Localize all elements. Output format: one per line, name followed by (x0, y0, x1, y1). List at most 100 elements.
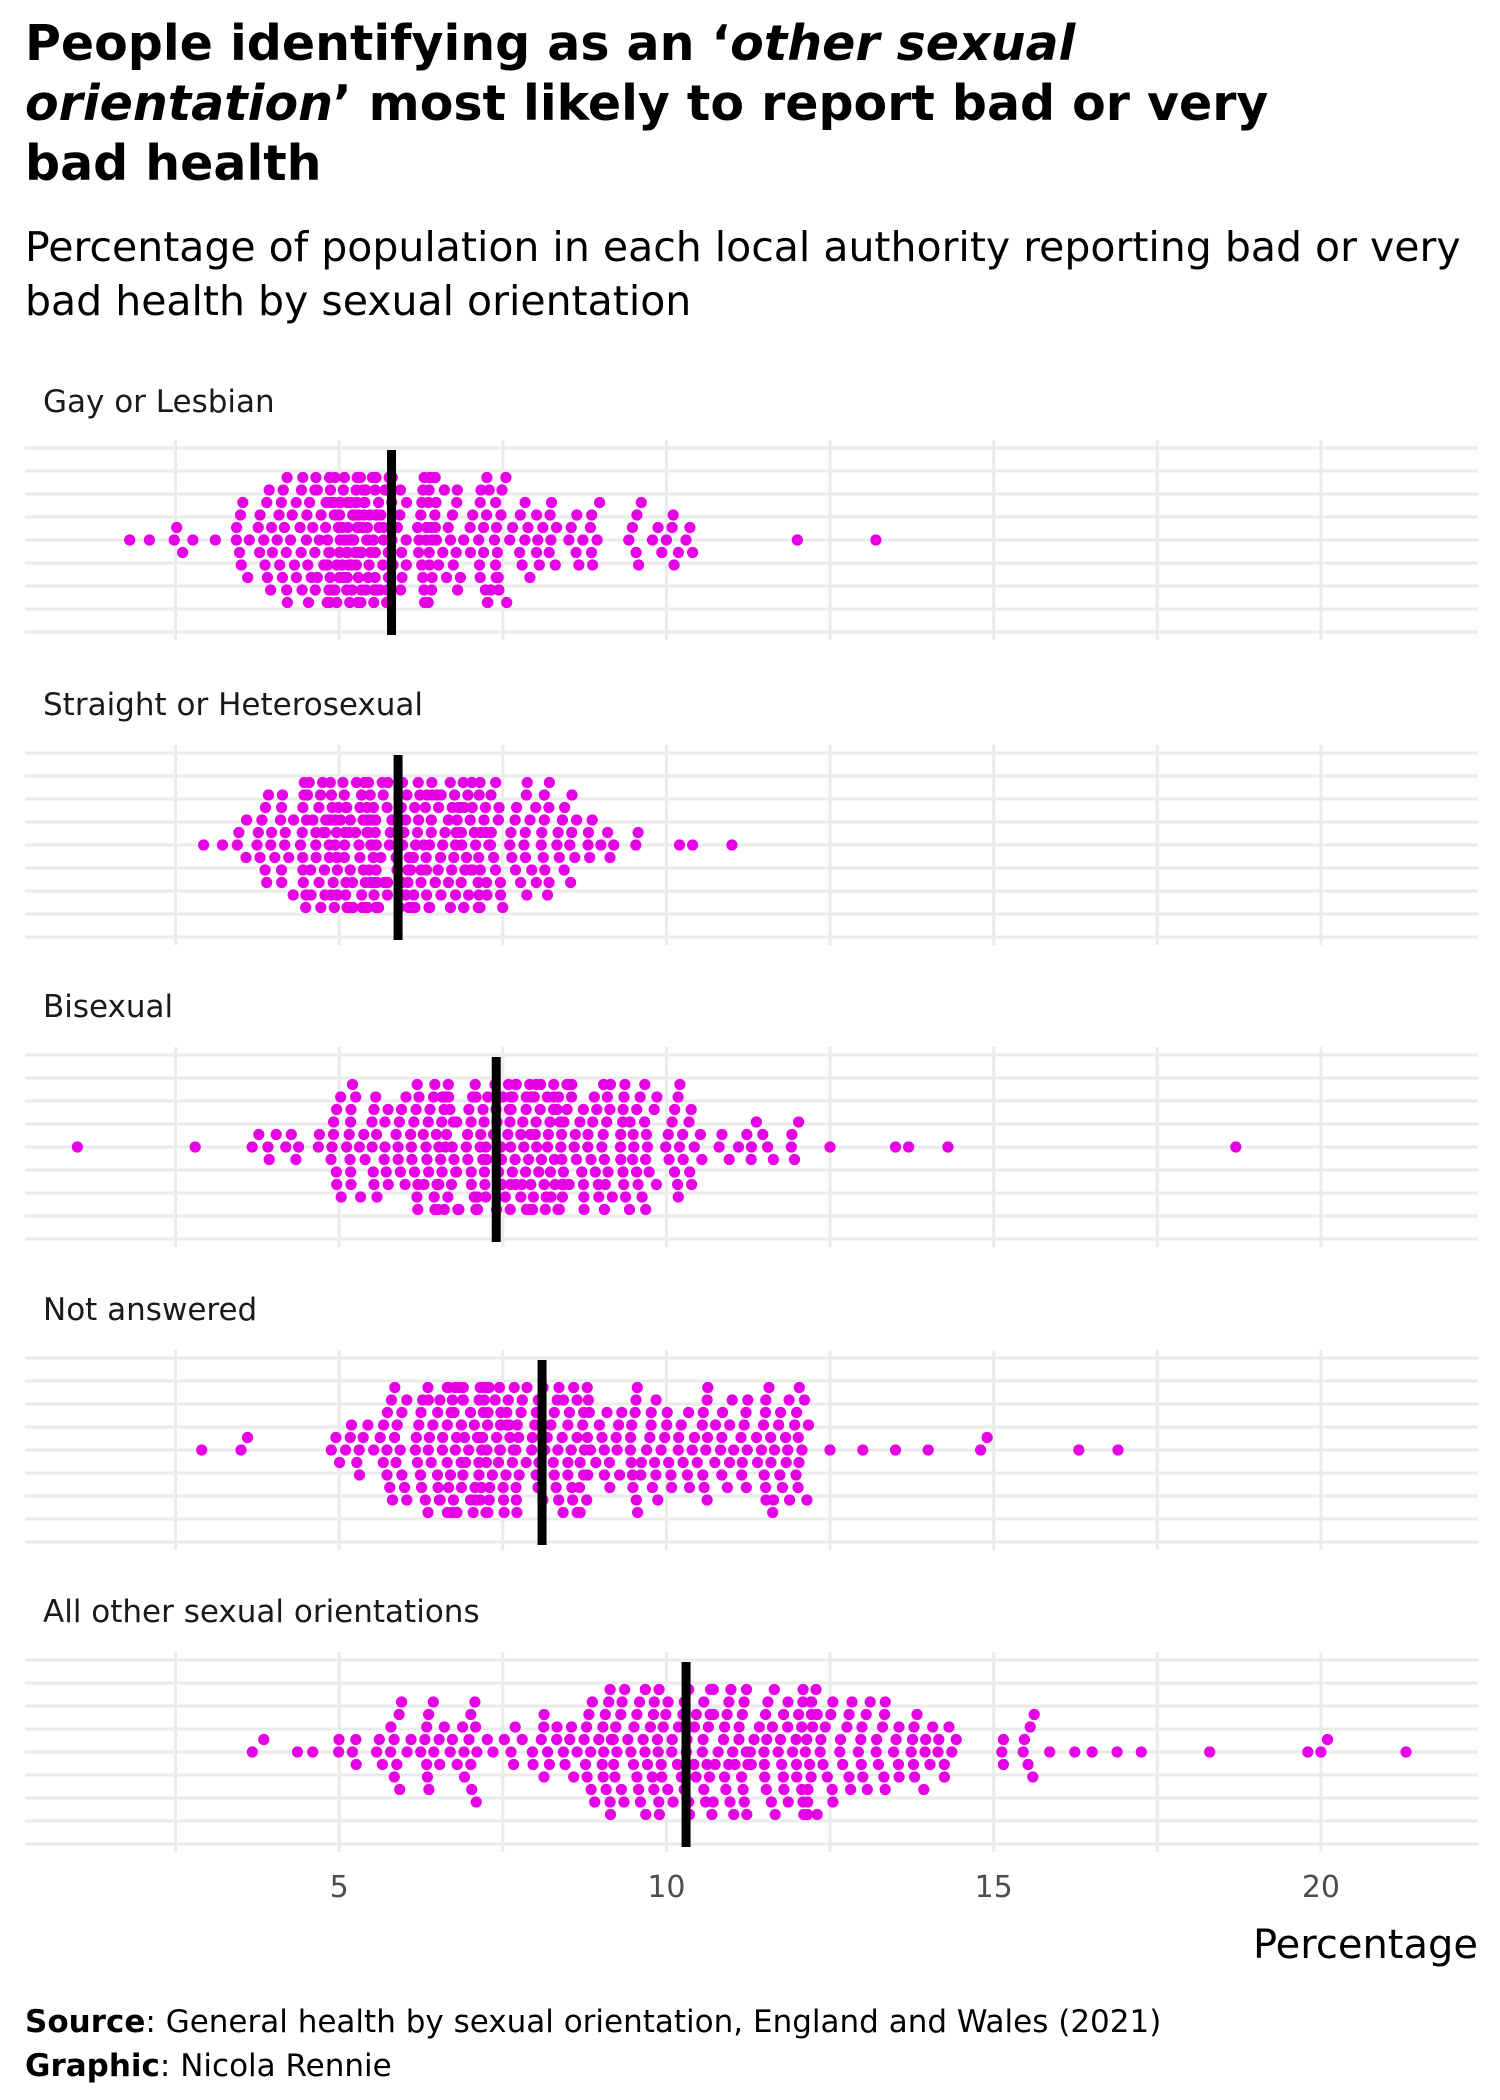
data-point (604, 851, 616, 864)
data-point (235, 1444, 247, 1456)
data-point (442, 1078, 454, 1091)
data-point (804, 1758, 816, 1771)
data-point (583, 1708, 595, 1721)
data-point (736, 1469, 748, 1481)
data-point (363, 559, 375, 571)
data-point (294, 521, 306, 534)
data-point (490, 559, 502, 571)
data-point (811, 1808, 823, 1821)
data-point (465, 1178, 477, 1191)
data-point (506, 851, 518, 864)
data-point (455, 876, 467, 889)
data-point (666, 1746, 678, 1758)
data-point (538, 789, 550, 801)
data-point (492, 571, 504, 584)
data-point (307, 1746, 319, 1758)
data-point (216, 839, 229, 851)
data-point (527, 1191, 540, 1203)
x-tick-label: 20 (1302, 1870, 1340, 1905)
data-point (723, 1153, 735, 1166)
data-point (581, 1381, 593, 1394)
data-point (717, 1733, 730, 1746)
data-point (673, 839, 686, 851)
data-point (893, 1771, 905, 1783)
data-point (845, 1783, 857, 1796)
data-point (719, 1771, 731, 1783)
data-point (782, 1721, 794, 1733)
data-point (933, 1733, 945, 1746)
data-point (426, 571, 438, 584)
data-point (579, 1758, 592, 1771)
data-point (275, 496, 287, 509)
data-point (384, 1481, 396, 1494)
data-point (741, 1808, 753, 1821)
data-point (429, 876, 441, 889)
data-point (465, 1758, 477, 1771)
data-point (538, 1771, 550, 1783)
data-point (469, 1696, 481, 1708)
data-point (279, 826, 291, 839)
data-point (472, 1203, 484, 1216)
data-point (665, 1469, 677, 1481)
data-point (748, 1733, 760, 1746)
data-point (453, 1203, 465, 1216)
data-point (535, 839, 547, 851)
data-point (411, 826, 424, 839)
data-point (617, 1166, 629, 1178)
data-point (502, 1394, 514, 1406)
facet-all-other-sexual-orientations: All other sexual orientations (25, 1594, 1478, 1852)
data-point (864, 1696, 876, 1708)
data-point (735, 1431, 747, 1444)
data-point (71, 1141, 83, 1153)
data-point (889, 1141, 902, 1153)
data-point (457, 1469, 469, 1481)
data-point (437, 1431, 449, 1444)
data-point (587, 1116, 599, 1128)
data-point (557, 1394, 570, 1406)
facet-label: Bisexual (43, 989, 173, 1025)
data-point (423, 546, 435, 559)
data-point (860, 1708, 872, 1721)
data-point (495, 509, 507, 521)
data-point (495, 889, 507, 901)
data-point (532, 534, 544, 546)
data-point (564, 839, 576, 851)
data-point (582, 1394, 595, 1406)
data-point (740, 1481, 752, 1494)
data-point (662, 1128, 674, 1141)
data-point (602, 1166, 614, 1178)
data-point (480, 876, 493, 889)
data-point (568, 1381, 580, 1394)
data-point (394, 1783, 406, 1796)
data-point (573, 1481, 586, 1494)
data-point (542, 1128, 555, 1141)
data-point (350, 1733, 362, 1746)
data-point (618, 1796, 630, 1808)
data-point (726, 1394, 738, 1406)
data-point (276, 801, 288, 814)
data-point (421, 1721, 433, 1733)
data-point (233, 826, 245, 839)
data-point (481, 1733, 493, 1746)
data-point (331, 596, 343, 609)
data-point (728, 1808, 740, 1821)
data-point (457, 776, 469, 789)
data-point (786, 1746, 799, 1758)
data-point (688, 1721, 701, 1733)
data-point (473, 789, 485, 801)
data-point (981, 1431, 993, 1444)
data-point (390, 1456, 402, 1469)
data-point (604, 1481, 616, 1494)
data-point (428, 1191, 440, 1203)
data-point (469, 1078, 481, 1091)
data-point (300, 901, 312, 914)
data-point (320, 521, 332, 534)
data-point (401, 1746, 413, 1758)
facet-label: All other sexual orientations (43, 1594, 480, 1630)
data-point (698, 1783, 710, 1796)
data-point (641, 1141, 654, 1153)
data-point (890, 1733, 902, 1746)
data-point (763, 1381, 775, 1394)
data-point (631, 509, 643, 521)
facet-not-answered: Not answered (25, 1292, 1478, 1550)
